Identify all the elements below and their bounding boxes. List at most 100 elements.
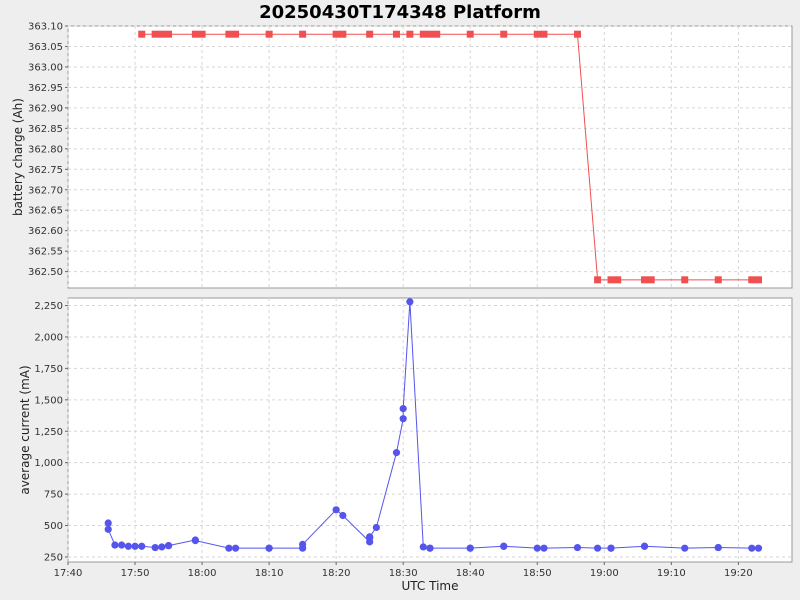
x-tick-label: 19:00 (590, 568, 619, 579)
battery-point (151, 30, 159, 38)
current-point (419, 543, 427, 551)
battery-point (299, 30, 307, 38)
battery-point (614, 276, 622, 284)
battery-point (500, 30, 508, 38)
current-y-tick-label: 2,250 (34, 301, 63, 312)
current-point (225, 544, 233, 552)
current-point (366, 533, 374, 541)
battery-point (754, 276, 762, 284)
current-point (339, 511, 347, 520)
current-y-tick-label: 1,500 (34, 395, 63, 406)
battery-point (232, 30, 240, 38)
x-tick-label: 18:00 (188, 568, 217, 579)
current-y-tick-label: 1,000 (34, 458, 63, 469)
current-y-tick-label: 1,750 (34, 364, 63, 375)
current-series-markers (104, 298, 763, 552)
battery-y-tick-label: 363.10 (28, 22, 63, 33)
battery-point (419, 30, 427, 38)
battery-point (433, 30, 441, 38)
battery-y-tick-label: 362.50 (28, 267, 63, 278)
battery-y-tick-label: 362.55 (28, 247, 63, 258)
current-y-tick-label: 2,000 (34, 332, 63, 343)
battery-charge-panel: 363.10 363.05 363.00 362.95 362.90 362.85 362.… (11, 22, 793, 289)
battery-point (366, 30, 374, 38)
battery-point (466, 30, 474, 38)
battery-x-grid (67, 26, 739, 288)
current-x-ticks: 17:40 17:50 18:00 18:10 18:20 18:30 18:40 18:50… (54, 562, 753, 579)
x-tick-label: 18:10 (255, 568, 284, 579)
average-current-panel: 2,2502,0001,7501,5001,2501,000750500250 … (18, 297, 793, 593)
battery-point (392, 30, 400, 38)
battery-point (641, 276, 649, 284)
battery-point (681, 276, 689, 284)
current-point (158, 543, 166, 551)
chart-title: 20250430T174348 Platform (259, 2, 541, 23)
current-point (151, 543, 159, 552)
current-point (138, 542, 146, 550)
battery-point (165, 30, 173, 38)
current-point (540, 544, 548, 552)
x-tick-label: 18:50 (523, 568, 552, 579)
battery-point (748, 276, 756, 284)
x-axis-label: UTC Time (402, 579, 459, 593)
current-point (124, 542, 132, 550)
current-point (111, 541, 119, 549)
battery-y-tick-label: 362.85 (28, 124, 63, 135)
current-point (104, 525, 112, 533)
battery-grid (68, 25, 792, 273)
current-point (399, 415, 407, 423)
battery-point (138, 30, 146, 38)
x-tick-label: 18:40 (456, 568, 485, 579)
battery-point (594, 276, 602, 284)
current-point (372, 523, 380, 532)
current-point (607, 544, 615, 552)
battery-point (714, 276, 722, 284)
battery-point (198, 30, 206, 38)
current-point (392, 449, 401, 457)
current-point (593, 544, 602, 552)
battery-point (406, 30, 414, 38)
battery-point (332, 30, 340, 38)
current-point (748, 544, 756, 552)
current-point (191, 537, 199, 545)
battery-y-tick-label: 362.75 (28, 165, 63, 176)
battery-y-tick-label: 362.65 (28, 206, 63, 217)
current-point (299, 540, 307, 549)
current-point (754, 544, 763, 552)
current-point (426, 544, 434, 552)
battery-point (191, 30, 199, 38)
current-point (104, 519, 112, 527)
current-point (231, 544, 240, 552)
current-point (406, 298, 414, 306)
current-point (500, 542, 508, 550)
battery-point (339, 30, 347, 38)
battery-series-markers (138, 30, 762, 284)
current-y-tick-label: 250 (44, 552, 63, 563)
battery-y-tick-label: 362.80 (28, 144, 63, 155)
current-point (640, 542, 649, 550)
x-tick-label: 19:20 (724, 568, 753, 579)
battery-y-tick-label: 362.90 (28, 103, 63, 114)
battery-point (540, 30, 548, 38)
battery-point (265, 30, 273, 38)
current-y-tick-label: 500 (44, 521, 63, 532)
x-tick-label: 18:30 (389, 568, 418, 579)
current-point (533, 544, 541, 552)
battery-point (158, 30, 166, 38)
current-y-axis-label: average current (mA) (18, 365, 32, 494)
battery-point (533, 30, 541, 38)
battery-point (573, 30, 581, 38)
current-y-tick-label: 750 (44, 490, 63, 501)
current-point (466, 544, 474, 552)
current-point (131, 542, 139, 550)
x-tick-label: 19:10 (657, 568, 686, 579)
battery-y-tick-label: 362.95 (28, 83, 63, 94)
current-grid (67, 298, 792, 562)
x-tick-label: 17:40 (54, 568, 83, 579)
current-point (164, 542, 173, 550)
current-point (332, 506, 340, 514)
battery-point (426, 30, 434, 38)
battery-point (607, 276, 615, 284)
current-plot-area (67, 297, 793, 563)
